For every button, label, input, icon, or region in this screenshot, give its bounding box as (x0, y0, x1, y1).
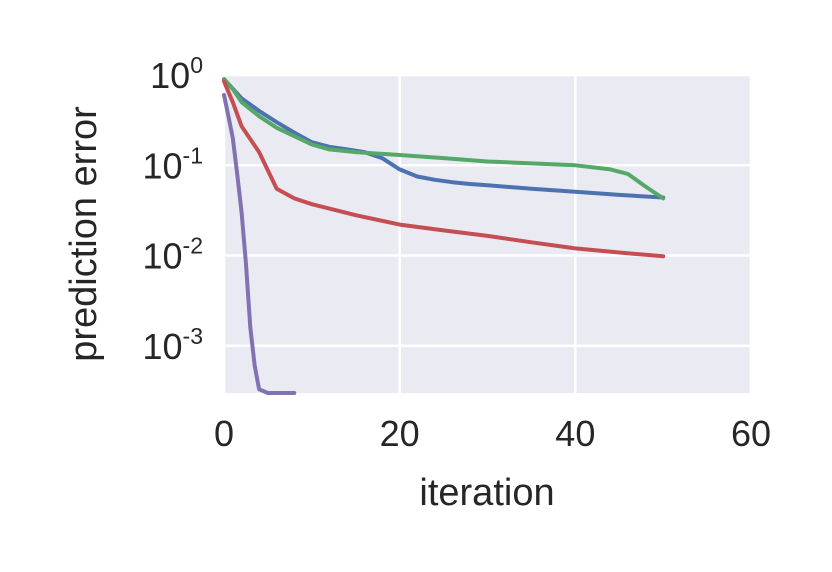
x-axis-label: iteration (419, 472, 554, 514)
series-line-3 (222, 79, 666, 259)
y-tick-label: 10-3 (143, 323, 204, 367)
x-tick-label: 60 (731, 413, 771, 454)
y-tick-labels: 100 10-1 10-2 10-3 (143, 52, 204, 367)
x-tick-label: 20 (380, 413, 420, 454)
y-tick-label: 100 (150, 52, 203, 96)
y-tick-label: 10-2 (143, 233, 204, 277)
x-tick-label: 0 (214, 413, 234, 454)
series-line-2 (222, 77, 666, 201)
series-line-4 (222, 93, 297, 395)
x-tick-labels: 0 20 40 60 (214, 413, 771, 454)
x-tick-label: 40 (555, 413, 595, 454)
series-lines (222, 77, 666, 395)
series-line-1 (222, 77, 666, 200)
y-axis-label: prediction error (63, 106, 105, 362)
y-tick-label: 10-1 (143, 142, 204, 186)
